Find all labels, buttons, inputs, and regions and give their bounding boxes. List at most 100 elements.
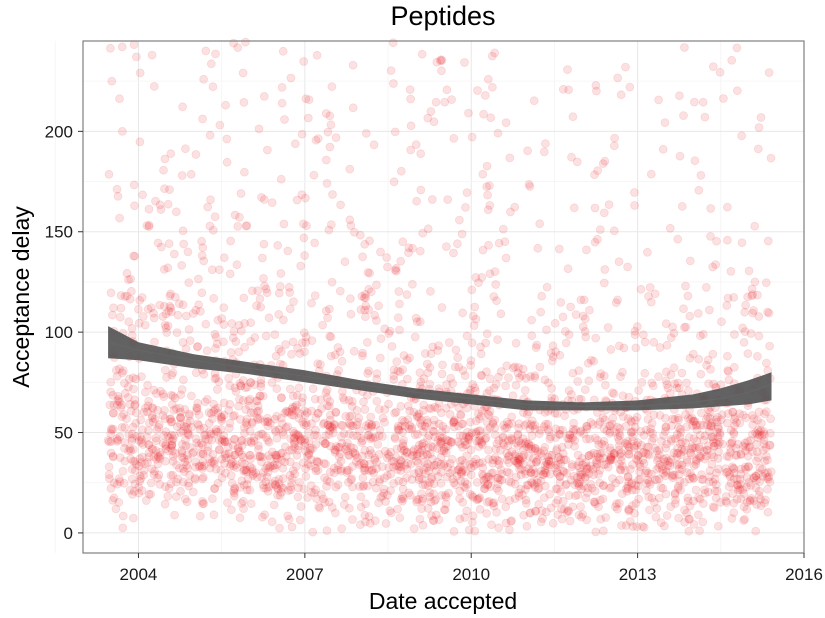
data-point: [163, 491, 173, 501]
data-point: [706, 364, 715, 374]
data-point: [539, 469, 549, 479]
data-point: [608, 455, 617, 465]
data-point: [380, 405, 390, 415]
data-point: [161, 456, 170, 466]
data-point: [489, 383, 499, 393]
scatter-points: [103, 37, 776, 537]
data-point: [360, 463, 370, 473]
data-point: [595, 417, 605, 427]
data-point: [482, 367, 491, 377]
data-point: [425, 363, 435, 373]
data-point: [393, 366, 403, 376]
data-point: [257, 457, 266, 467]
data-point: [295, 349, 305, 358]
data-point: [253, 286, 263, 296]
data-point: [277, 83, 287, 92]
data-point: [605, 483, 614, 493]
data-point: [725, 439, 735, 449]
data-point: [191, 150, 201, 159]
data-point: [483, 409, 493, 419]
data-point: [126, 446, 136, 456]
data-point: [233, 444, 243, 453]
data-point: [647, 493, 657, 503]
data-point: [229, 326, 239, 336]
data-point: [624, 477, 633, 487]
data-point: [628, 432, 637, 442]
data-point: [227, 458, 237, 467]
data-point: [294, 431, 304, 441]
data-point: [606, 345, 616, 354]
data-point: [292, 390, 302, 400]
data-point: [670, 489, 680, 499]
data-point: [106, 483, 116, 493]
data-point: [593, 452, 603, 462]
data-point: [609, 389, 619, 399]
data-point: [287, 445, 297, 455]
data-point: [300, 347, 309, 357]
data-point: [730, 415, 739, 424]
data-point: [287, 478, 297, 488]
data-point: [340, 492, 350, 502]
data-point: [177, 385, 187, 394]
data-point: [444, 488, 454, 498]
data-point: [112, 436, 122, 446]
data-point: [322, 178, 332, 188]
data-point: [490, 267, 500, 277]
data-point: [404, 248, 413, 258]
data-point: [723, 467, 732, 477]
data-point: [423, 368, 433, 378]
data-point: [153, 459, 163, 469]
data-point: [254, 406, 264, 416]
data-point: [330, 508, 340, 518]
data-point: [115, 213, 124, 223]
data-point: [359, 459, 369, 468]
data-point: [177, 448, 187, 458]
data-point: [130, 395, 140, 405]
data-point: [247, 466, 257, 476]
data-point: [493, 455, 502, 465]
data-point: [559, 504, 569, 514]
data-point: [264, 463, 274, 473]
data-point: [730, 413, 740, 422]
data-point: [270, 460, 280, 470]
data-point: [181, 422, 191, 432]
data-point: [746, 480, 755, 490]
data-point: [614, 445, 624, 455]
data-point: [132, 431, 142, 441]
data-point: [108, 310, 117, 320]
data-point: [322, 401, 332, 411]
data-point: [700, 488, 710, 498]
data-point: [666, 455, 676, 465]
data-point: [398, 365, 408, 375]
data-point: [138, 452, 147, 462]
data-point: [440, 490, 450, 500]
data-point: [535, 362, 545, 372]
data-point: [143, 458, 152, 467]
data-point: [235, 212, 244, 222]
data-point: [338, 393, 348, 403]
data-point: [481, 433, 491, 443]
data-point: [552, 446, 561, 456]
data-point: [336, 432, 346, 442]
data-point: [348, 103, 358, 113]
data-point: [661, 413, 670, 423]
data-point: [325, 426, 335, 436]
data-point: [161, 323, 171, 333]
data-point: [478, 463, 488, 473]
data-point: [477, 272, 487, 282]
data-point: [311, 463, 321, 473]
data-point: [240, 459, 249, 469]
data-point: [171, 492, 181, 502]
data-point: [167, 446, 177, 456]
data-point: [616, 90, 626, 100]
data-point: [371, 316, 381, 325]
data-point: [402, 290, 412, 300]
data-point: [738, 410, 748, 420]
data-point: [671, 495, 680, 505]
data-point: [682, 468, 692, 477]
data-point: [373, 439, 383, 449]
data-point: [703, 446, 712, 456]
data-point: [600, 156, 610, 166]
data-point: [278, 474, 288, 483]
data-point: [513, 457, 522, 467]
